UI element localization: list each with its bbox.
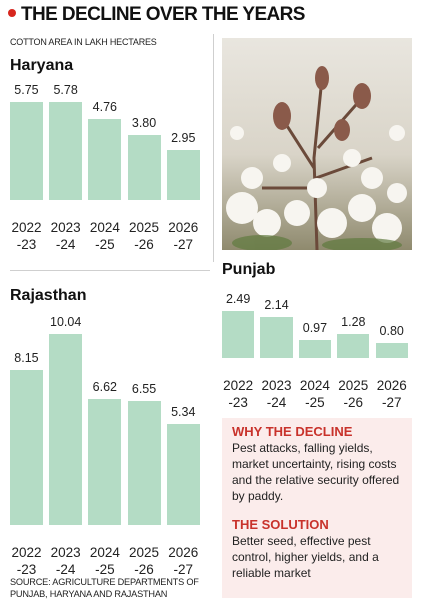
bar	[88, 119, 122, 200]
subtitle: COTTON AREA IN LAKH HECTARES	[10, 37, 157, 47]
divider	[213, 34, 214, 262]
panel-content: WHY THE DECLINE Pest attacks, falling yie…	[222, 418, 412, 582]
bar	[166, 149, 200, 200]
panel-heading: WHY THE DECLINE	[232, 424, 353, 439]
value-label: 2.95	[171, 130, 196, 145]
chart-title: Haryana	[10, 57, 74, 74]
title: THE DECLINE OVER THE YEARS	[8, 4, 305, 26]
source-note: SOURCE: AGRICULTURE DEPARTMENTS OF PUNJA…	[10, 577, 199, 599]
bar	[298, 339, 332, 358]
value-label: 5.34	[171, 404, 196, 419]
value-label: 2.14	[264, 298, 289, 313]
x-tick-label: 2025 -26	[338, 378, 369, 410]
x-tick-label: 2025 -26	[129, 545, 160, 577]
x-tick-label: 2024 -25	[89, 220, 120, 252]
bar	[127, 135, 161, 200]
bar	[10, 102, 43, 200]
chart-title: Rajasthan	[10, 287, 87, 304]
value-label: 3.80	[131, 116, 157, 131]
x-tick-label: 2026 -27	[168, 545, 199, 577]
value-label: 0.80	[379, 323, 404, 338]
x-tick-label: 2024 -25	[299, 378, 330, 410]
x-tick-label: 2022 -23	[11, 545, 42, 577]
value-label: 5.75	[14, 83, 39, 98]
bar	[49, 334, 83, 525]
bar	[166, 423, 200, 525]
value-label: 8.15	[14, 351, 39, 366]
value-label: 4.76	[92, 100, 118, 115]
bar	[260, 317, 293, 358]
value-label: 0.97	[302, 320, 328, 335]
x-tick-label: 2025 -26	[129, 220, 160, 252]
value-label: 6.62	[92, 380, 118, 395]
bar	[337, 333, 370, 358]
bar	[10, 370, 43, 525]
x-tick-label: 2023 -24	[261, 378, 292, 410]
chart-title: Punjab	[222, 261, 276, 278]
x-tick-label: 2024 -25	[89, 545, 120, 577]
info-panel: WHY THE DECLINE Pest attacks, falling yie…	[222, 418, 412, 598]
x-tick-label: 2023 -24	[50, 545, 81, 577]
panel-text: Pest attacks, falling yields, market unc…	[232, 441, 400, 503]
bar	[49, 101, 83, 200]
bar	[127, 400, 161, 525]
bar	[375, 342, 408, 358]
value-label: 6.55	[131, 381, 157, 396]
x-tick-label: 2026 -27	[376, 378, 407, 410]
divider	[10, 270, 210, 271]
bar	[88, 399, 122, 525]
value-label: 10.04	[50, 315, 82, 330]
value-label: 5.78	[53, 82, 78, 97]
panel-heading: THE SOLUTION	[232, 516, 329, 532]
x-tick-label: 2022 -23	[11, 220, 42, 252]
x-tick-label: 2026 -27	[168, 220, 199, 252]
bar	[222, 310, 255, 358]
x-tick-label: 2022 -23	[223, 378, 254, 410]
panel-text: Better seed, effective pest control, hig…	[232, 533, 379, 580]
cotton-photo	[222, 38, 412, 250]
x-tick-label: 2023 -24	[50, 220, 81, 252]
value-label: 1.28	[341, 314, 366, 329]
value-label: 2.49	[225, 291, 251, 306]
